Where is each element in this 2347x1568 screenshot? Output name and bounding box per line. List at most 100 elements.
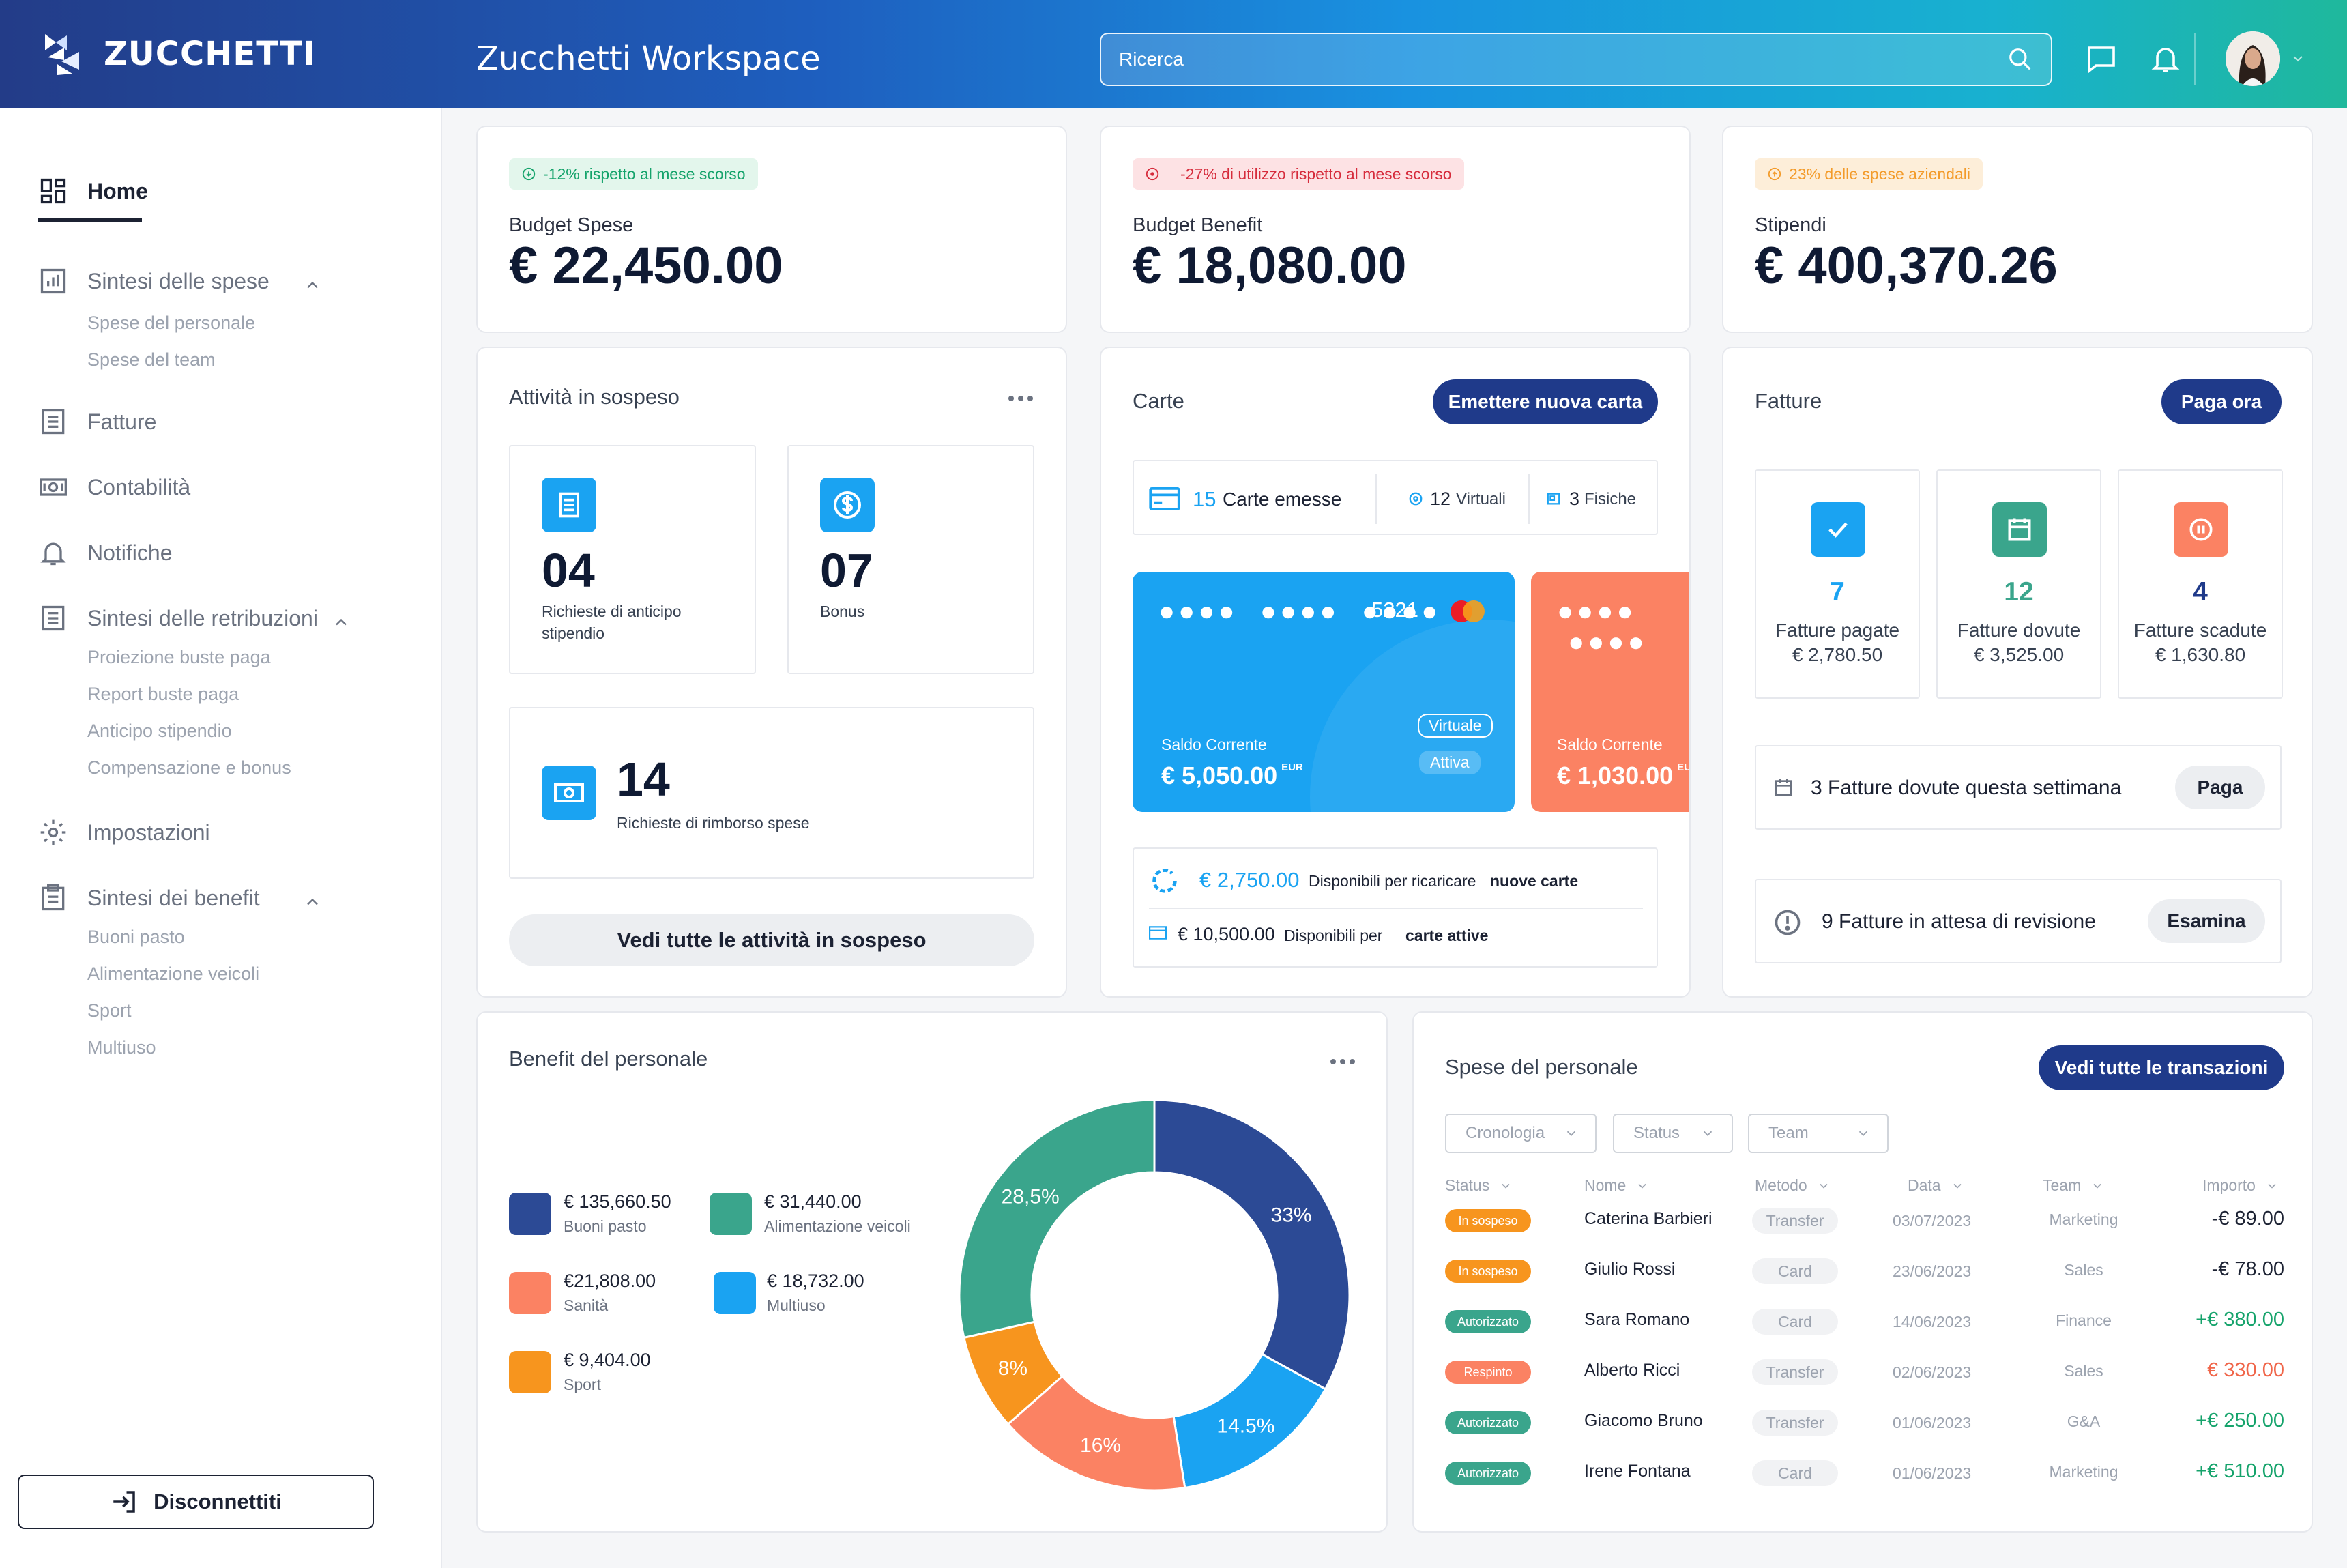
filter-status[interactable]: Status xyxy=(1613,1114,1733,1153)
chevron-up-icon[interactable] xyxy=(332,613,351,632)
new-card-button[interactable]: Emettere nuova carta xyxy=(1433,379,1658,424)
chevron-down-icon xyxy=(1638,1183,1646,1189)
top-header: ZUCCHETTI Zucchetti Workspace xyxy=(0,0,2347,108)
legend-value: € 18,732.00 xyxy=(767,1271,864,1291)
filter-cronologia[interactable]: Cronologia xyxy=(1445,1114,1597,1153)
benefits-donut-chart: 33% 14.5% 16% 8% 28,5% xyxy=(958,1099,1351,1492)
sidebar-item-home[interactable]: Home xyxy=(38,176,148,206)
column-header-data[interactable]: Data xyxy=(1908,1176,1964,1195)
employee-name[interactable]: Sara Romano xyxy=(1584,1310,1690,1329)
card-title: Attività in sospeso xyxy=(509,385,680,409)
filter-team[interactable]: Team xyxy=(1748,1114,1889,1153)
sidebar-subitem-buoni-pasto[interactable]: Buoni pasto xyxy=(87,927,185,947)
payroll-icon xyxy=(42,605,65,631)
legend-label: Sport xyxy=(564,1376,601,1393)
search-bar[interactable] xyxy=(1100,33,2052,86)
sidebar-item-contabilita[interactable]: Contabilità xyxy=(38,472,190,502)
transaction-date: 23/06/2023 xyxy=(1893,1262,1972,1280)
column-header-metodo[interactable]: Metodo xyxy=(1755,1176,1831,1195)
view-all-pending-button[interactable]: Vedi tutte le attività in sospeso xyxy=(509,914,1034,966)
view-all-transactions-button[interactable]: Vedi tutte le transazioni xyxy=(2039,1045,2284,1090)
sidebar-subitem-report[interactable]: Report buste paga xyxy=(87,684,239,704)
sidebar-item-label: Notifiche xyxy=(87,540,173,565)
pay-now-button[interactable]: Paga ora xyxy=(2161,379,2282,424)
credit-card-virtual[interactable]: ●●●● ●●●● ●●●● 5221 Virtuale Saldo Corre… xyxy=(1133,572,1515,812)
team-cell: Finance xyxy=(2056,1311,2112,1329)
chevron-up-icon[interactable] xyxy=(303,892,322,912)
user-avatar[interactable] xyxy=(2226,31,2280,86)
status-badge: Respinto xyxy=(1445,1361,1531,1384)
review-button[interactable]: Esamina xyxy=(2148,899,2265,943)
employee-name[interactable]: Alberto Ricci xyxy=(1584,1361,1680,1380)
employee-name[interactable]: Caterina Barbieri xyxy=(1584,1209,1712,1228)
sidebar-subitem-compensazione[interactable]: Compensazione e bonus xyxy=(87,757,291,778)
sidebar-item-notifiche[interactable]: Notifiche xyxy=(38,538,173,568)
employee-name[interactable]: Irene Fontana xyxy=(1584,1462,1691,1481)
employee-name[interactable]: Giacomo Bruno xyxy=(1584,1411,1703,1430)
chevron-up-icon[interactable] xyxy=(303,276,322,295)
employee-name[interactable]: Giulio Rossi xyxy=(1584,1260,1676,1279)
method-badge: Card xyxy=(1752,1309,1838,1335)
sidebar-subitem-anticipo[interactable]: Anticipo stipendio xyxy=(87,721,232,741)
tile-rimborso-spese[interactable]: 14 Richieste di rimborso spese xyxy=(509,707,1034,879)
chevron-down-icon xyxy=(1820,1183,1828,1189)
sidebar-item-impostazioni[interactable]: Impostazioni xyxy=(38,817,210,847)
donut-label: 8% xyxy=(998,1357,1027,1380)
invoice-amount: € 1,630.80 xyxy=(2155,644,2246,665)
emesse-label: Carte emesse xyxy=(1223,489,1342,510)
search-icon[interactable] xyxy=(2007,46,2033,72)
zucchetti-logo[interactable]: ZUCCHETTI xyxy=(41,30,316,78)
check-icon xyxy=(1811,502,1865,557)
sidebar-item-sintesi-spese[interactable]: Sintesi delle spese xyxy=(38,266,269,296)
sidebar-subitem-multiuso[interactable]: Multiuso xyxy=(87,1037,156,1058)
balance-label: Saldo Corrente xyxy=(1161,736,1267,753)
header-label: Nome xyxy=(1584,1176,1627,1194)
sidebar-subitem-alimentazione[interactable]: Alimentazione veicoli xyxy=(87,963,260,984)
sidebar-item-sintesi-benefit[interactable]: Sintesi dei benefit xyxy=(38,883,260,913)
sidebar-item-sintesi-retribuzioni[interactable]: Sintesi delle retribuzioni xyxy=(38,603,318,633)
invoice-tile-scadute[interactable]: 4 Fatture scadute € 1,630.80 xyxy=(2118,469,2283,699)
sidebar-subitem-proiezione[interactable]: Proiezione buste paga xyxy=(87,647,271,667)
filter-label: Status xyxy=(1633,1124,1680,1142)
chevron-down-icon xyxy=(1566,1131,1576,1137)
column-header-status[interactable]: Status xyxy=(1445,1176,1513,1195)
more-options-icon[interactable] xyxy=(1329,1058,1356,1066)
logout-button[interactable]: Disconnettiti xyxy=(18,1475,374,1529)
column-header-importo[interactable]: Importo xyxy=(2202,1176,2279,1195)
sidebar-item-fatture[interactable]: Fatture xyxy=(38,407,156,437)
balance-label: Saldo Corrente xyxy=(1557,736,1663,753)
chevron-down-icon xyxy=(1703,1131,1712,1137)
status-badge: In sospeso xyxy=(1445,1260,1531,1283)
expenses-card: Spese del personale Vedi tutte le transa… xyxy=(1412,1011,2313,1533)
logout-icon xyxy=(113,1491,135,1513)
search-input[interactable] xyxy=(1119,48,1938,70)
more-options-icon[interactable] xyxy=(1007,394,1034,403)
team-cell: G&A xyxy=(2067,1412,2101,1430)
legend-value: € 135,660.50 xyxy=(564,1191,671,1212)
header-label: Team xyxy=(2043,1176,2082,1194)
dollar-icon xyxy=(820,478,875,532)
tile-bonus[interactable]: 07 Bonus xyxy=(787,445,1034,674)
refresh-icon xyxy=(1152,869,1177,893)
sidebar: Home Sintesi delle spese Spese del perso… xyxy=(0,108,442,1568)
invoice-label: Fatture pagate xyxy=(1775,620,1900,641)
sidebar-subitem-spese-team[interactable]: Spese del team xyxy=(87,349,216,370)
sidebar-subitem-sport[interactable]: Sport xyxy=(87,1000,132,1021)
chat-icon[interactable] xyxy=(2085,42,2118,75)
logout-label: Disconnettiti xyxy=(154,1490,282,1513)
invoice-tile-pagate[interactable]: 7 Fatture pagate € 2,780.50 xyxy=(1755,469,1920,699)
column-header-team[interactable]: Team xyxy=(2043,1176,2104,1195)
legend-swatch xyxy=(509,1272,551,1314)
currency-label: EUR xyxy=(1281,761,1303,773)
badge-text: 23% delle spese aziendali xyxy=(1789,164,1970,183)
header-label: Importo xyxy=(2202,1176,2256,1194)
chevron-down-icon[interactable] xyxy=(2290,50,2306,67)
pay-button[interactable]: Paga xyxy=(2175,766,2265,809)
notification-bell-icon[interactable] xyxy=(2149,42,2182,75)
sidebar-subitem-spese-personale[interactable]: Spese del personale xyxy=(87,313,256,333)
invoice-tile-dovute[interactable]: 12 Fatture dovute € 3,525.00 xyxy=(1936,469,2101,699)
calendar-icon xyxy=(1992,502,2047,557)
tile-anticipo-stipendio[interactable]: 04 Richieste di anticipo stipendio xyxy=(509,445,756,674)
column-header-nome[interactable]: Nome xyxy=(1584,1176,1649,1195)
